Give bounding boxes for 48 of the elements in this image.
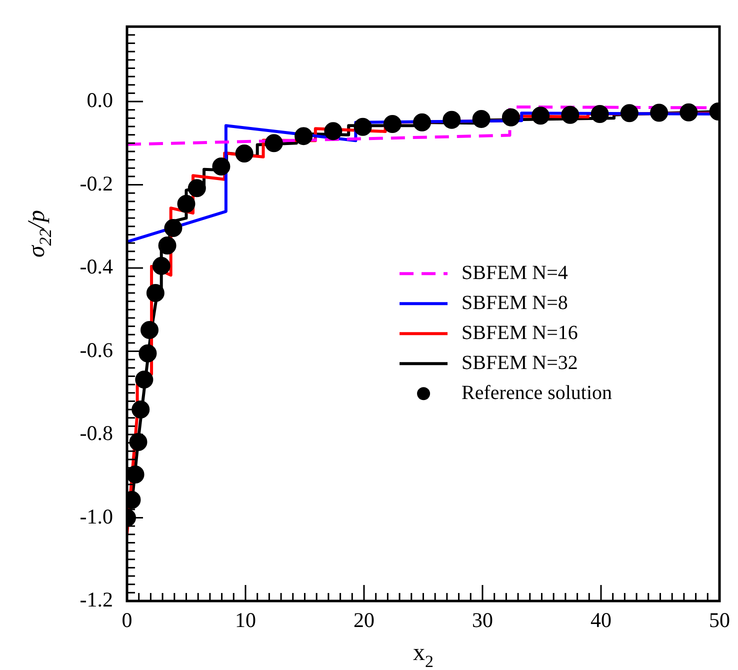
- y-tick-label: -0.4: [80, 254, 114, 279]
- x-tick-label: 10: [235, 608, 256, 632]
- point: [158, 236, 176, 255]
- point: [135, 370, 154, 389]
- point: [264, 134, 283, 152]
- legend-label: SBFEM N=16: [462, 322, 578, 344]
- point: [132, 400, 150, 419]
- x-tick-label: 30: [472, 608, 493, 632]
- point: [212, 157, 230, 176]
- x-tick-label: 40: [590, 608, 612, 632]
- y-tick-label: 0.0: [86, 88, 113, 112]
- point: [127, 465, 144, 484]
- point: [164, 219, 182, 238]
- point: [620, 104, 638, 122]
- y-tick-label: -1.2: [80, 588, 113, 612]
- point: [177, 194, 196, 213]
- point: [324, 122, 342, 140]
- point: [413, 113, 432, 132]
- point: [590, 105, 609, 124]
- point: [442, 110, 461, 129]
- x-tick-label: 20: [354, 608, 374, 632]
- y-tick-label: -1.0: [80, 504, 113, 528]
- point: [680, 103, 698, 122]
- point: [140, 321, 159, 340]
- y-tick-label: -0.2: [80, 171, 113, 196]
- point: [294, 127, 313, 146]
- y-tick-label: -0.6: [80, 338, 113, 362]
- point: [532, 106, 550, 125]
- point: [188, 179, 206, 198]
- point: [502, 108, 520, 126]
- point: [383, 115, 402, 133]
- y-tick-label: -0.8: [80, 421, 113, 446]
- legend-label: Reference solution: [462, 382, 612, 404]
- legend-label: SBFEM N=4: [462, 262, 568, 284]
- legend-label: SBFEM N=8: [462, 292, 568, 314]
- point: [354, 118, 372, 136]
- point: [472, 110, 490, 128]
- point: [561, 106, 580, 124]
- y-axis-title: σ22/p: [24, 210, 55, 258]
- x-tick-label: 0: [122, 608, 132, 632]
- legend-label: SBFEM N=32: [462, 352, 578, 374]
- point: [129, 433, 148, 451]
- point: [138, 344, 157, 362]
- x-tick-label: 50: [709, 608, 730, 632]
- point: [235, 144, 254, 163]
- point: [152, 256, 170, 275]
- point: [650, 104, 668, 122]
- point: [146, 284, 164, 302]
